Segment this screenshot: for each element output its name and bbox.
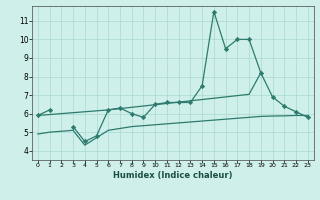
X-axis label: Humidex (Indice chaleur): Humidex (Indice chaleur) xyxy=(113,171,233,180)
